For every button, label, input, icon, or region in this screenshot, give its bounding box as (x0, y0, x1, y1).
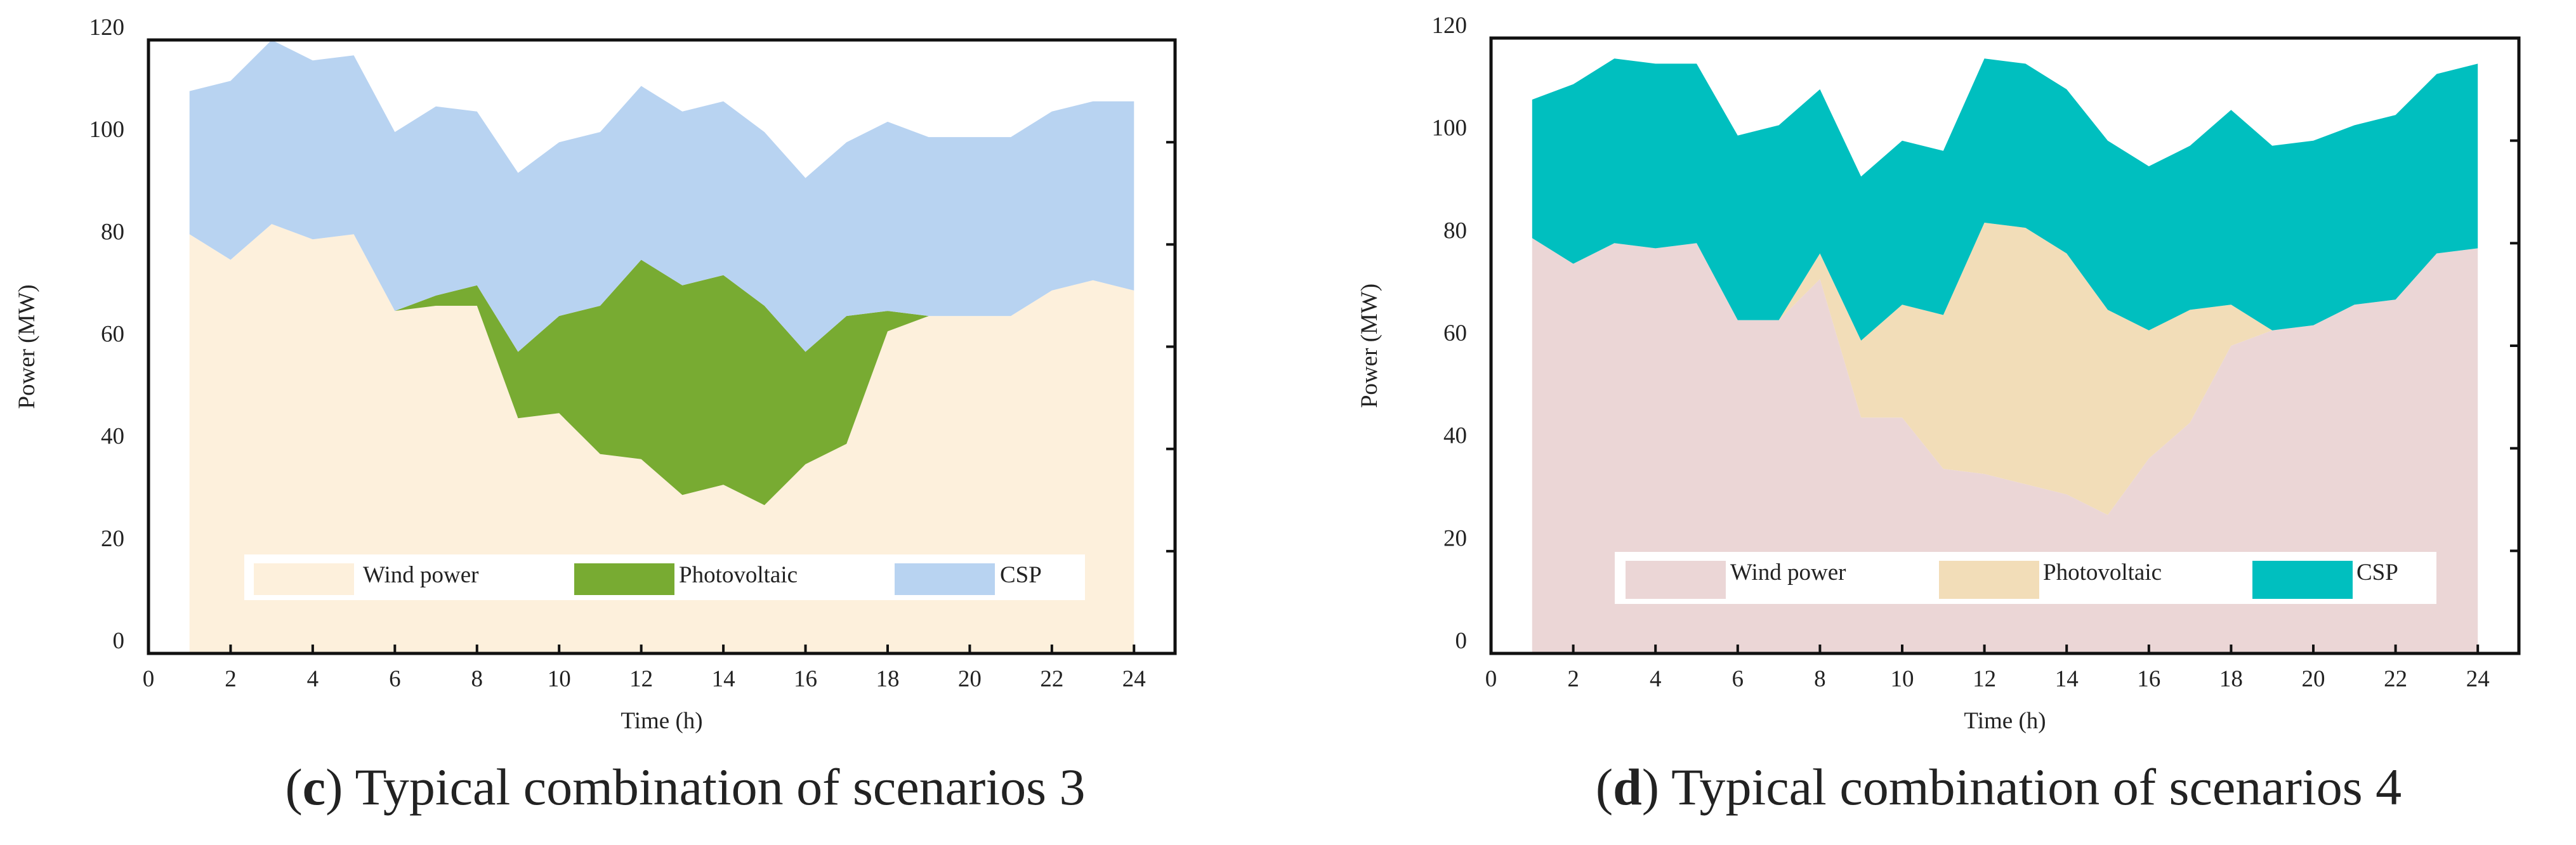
y-tick-label: 40 (1443, 423, 1467, 449)
caption-letter: d (1613, 758, 1642, 816)
x-tick-label: 18 (876, 666, 899, 692)
x-tick-label: 24 (1122, 666, 1146, 692)
legend-swatch (1626, 561, 1726, 599)
x-tick-label: 2 (1567, 666, 1579, 692)
legend-label: Photovoltaic (2043, 560, 2162, 586)
caption-c: (c) Typical combination of scenarios 3 (285, 758, 1085, 816)
legend-swatch (254, 563, 354, 595)
x-tick-label: 18 (2219, 666, 2243, 692)
x-axis-label: Time (h) (621, 708, 702, 734)
x-tick-label: 22 (2384, 666, 2407, 692)
caption-d: (d) Typical combination of scenarios 4 (1596, 758, 2402, 816)
x-tick-label: 4 (1650, 666, 1662, 692)
x-tick-label: 6 (389, 666, 401, 692)
y-tick-label: 0 (1456, 628, 1468, 654)
x-tick-label: 16 (794, 666, 817, 692)
x-tick-label: 20 (958, 666, 982, 692)
area-csp (189, 40, 1134, 352)
x-tick-label: 24 (2466, 666, 2490, 692)
legend-label: Wind power (1730, 560, 1846, 586)
legend: Wind power Photovoltaic CSP (244, 554, 1085, 600)
y-tick-label: 20 (101, 526, 124, 552)
legend-label: CSP (2356, 560, 2398, 586)
legend: Wind power Photovoltaic CSP (1615, 552, 2436, 604)
x-tick-label: 14 (712, 666, 735, 692)
x-tick-label: 12 (629, 666, 653, 692)
y-tick-label: 80 (101, 219, 124, 245)
x-tick-label: 14 (2055, 666, 2079, 692)
x-tick-label: 4 (307, 666, 319, 692)
area-photovoltaic (1532, 223, 2478, 515)
y-axis-label: Power (MW) (1357, 284, 1383, 408)
legend-swatch (574, 563, 674, 595)
x-tick-label: 8 (1814, 666, 1826, 692)
legend-swatch (2252, 561, 2353, 599)
y-tick-label: 100 (89, 117, 125, 143)
area-csp (1532, 58, 2478, 341)
x-tick-label: 8 (471, 666, 483, 692)
y-tick-label: 40 (101, 424, 124, 450)
area-wind-power (1532, 238, 2478, 653)
x-tick-label: 0 (1485, 666, 1497, 692)
x-tick-label: 16 (2137, 666, 2160, 692)
x-axis-label: Time (h) (1964, 708, 2046, 734)
x-tick-label: 6 (1732, 666, 1744, 692)
y-tick-label: 60 (101, 322, 124, 348)
y-tick-label: 120 (1432, 13, 1468, 39)
y-tick-label: 0 (113, 628, 125, 654)
caption-letter: c (303, 758, 325, 816)
x-tick-label: 2 (225, 666, 237, 692)
caption-text: Typical combination of scenarios 3 (343, 758, 1085, 816)
area-photovoltaic (189, 224, 1134, 506)
y-tick-label: 60 (1443, 320, 1467, 346)
legend-label: Wind power (363, 562, 478, 588)
x-tick-label: 10 (1891, 666, 1914, 692)
x-tick-label: 22 (1040, 666, 1063, 692)
x-tick-label: 12 (1973, 666, 1996, 692)
y-tick-label: 100 (1432, 115, 1468, 141)
x-tick-label: 20 (2302, 666, 2325, 692)
area-wind-power (189, 224, 1134, 654)
panel-c: 0 2 4 6 8 10 12 14 16 18 20 22 24020406080100120Time… (14, 15, 1177, 734)
legend-label: CSP (1000, 562, 1042, 588)
caption-text: Typical combination of scenarios 4 (1659, 758, 2402, 816)
x-tick-label: 10 (548, 666, 571, 692)
legend-label: Photovoltaic (679, 562, 798, 588)
y-tick-label: 80 (1443, 218, 1467, 244)
x-tick-label: 0 (143, 666, 155, 692)
legend-swatch (1939, 561, 2039, 599)
legend-swatch (895, 563, 995, 595)
y-tick-label: 120 (89, 15, 125, 41)
panel-d: 0 2 4 6 8 10 12 14 16 18 20 22 24020406080100120Time… (1357, 13, 2521, 734)
y-axis-label: Power (MW) (14, 284, 40, 409)
y-tick-label: 20 (1443, 525, 1467, 551)
